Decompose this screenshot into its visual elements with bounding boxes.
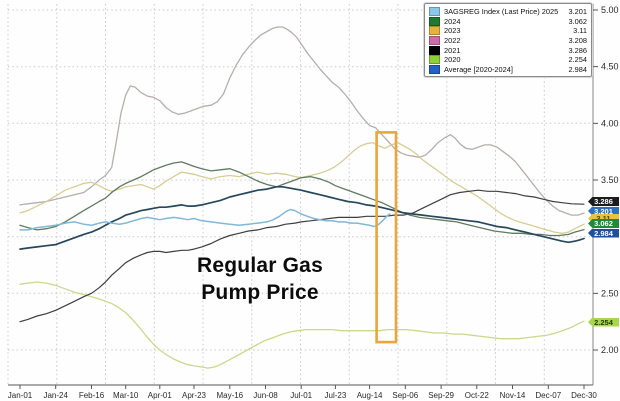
legend-row-2021[interactable]: 2021 3.286 [429, 45, 587, 55]
legend-swatch-average [429, 64, 440, 74]
legend-row-2024[interactable]: 2024 3.062 [429, 16, 588, 27]
y-tick-label: 5.00 [601, 5, 619, 15]
legend-value-2024: 3.062 [568, 16, 588, 26]
chart-annotation: Regular Gas Pump Price [160, 252, 360, 306]
legend: 3AGSREG Index (Last Price) 2025 3.201 2024… [424, 3, 592, 78]
legend-row-average[interactable]: Average [2020-2024] 2.984 [429, 64, 588, 75]
last-value-badge-3.201: 3.201 [588, 206, 619, 216]
legend-label-2022: 2022 [444, 36, 461, 46]
legend-value-2025: 3.201 [568, 7, 588, 17]
x-tick-label: Jun-08 [253, 391, 278, 400]
x-tick-label: Sep-06 [392, 391, 418, 400]
last-value-badge-3.286: 3.286 [588, 197, 619, 206]
x-tick-label: Mar-10 [113, 391, 139, 400]
series-line-2023 [19, 141, 585, 234]
series-line-2025 [19, 208, 391, 231]
legend-swatch-2025 [429, 7, 440, 17]
highlight-box [375, 131, 398, 344]
legend-row-2023[interactable]: 2023 3.11 [429, 26, 587, 36]
x-tick-label: Dec-30 [571, 391, 597, 400]
legend-value-2022: 3.208 [568, 36, 588, 46]
x-tick-label: Jul-01 [290, 391, 312, 400]
x-tick-label: Jan-01 [8, 391, 33, 400]
legend-swatch-2023 [429, 26, 440, 36]
x-tick-label: Apr-01 [148, 391, 173, 400]
legend-value-2023: 3.11 [573, 26, 587, 36]
legend-label-2025: 3AGSREG Index (Last Price) 2025 [444, 7, 559, 17]
x-tick-label: Feb-16 [79, 391, 105, 400]
legend-swatch-2021 [429, 45, 440, 55]
y-tick-label: 2.00 [601, 345, 619, 355]
annotation-line-2: Pump Price [201, 281, 319, 304]
last-value-badge-3.062: 3.062 [588, 219, 619, 228]
x-tick-label: Dec-07 [535, 391, 561, 400]
x-tick-label: Aug-14 [357, 391, 383, 400]
legend-label-2021: 2021 [444, 45, 461, 55]
last-value-badge-2.254: 2.254 [588, 317, 619, 327]
x-tick-label: Jan-24 [43, 391, 68, 400]
legend-value-2020: 2.254 [568, 55, 588, 65]
x-tick-label: Oct-22 [465, 391, 490, 400]
y-tick-label: 4.00 [601, 118, 619, 128]
series-line-average [19, 185, 585, 250]
legend-value-2021: 3.286 [568, 45, 588, 55]
legend-value-average: 2.984 [568, 64, 588, 74]
series-line-2024 [19, 161, 585, 237]
x-tick-label: May-16 [216, 391, 243, 400]
x-tick-label: Sep-29 [428, 391, 454, 400]
series-line-2022 [19, 26, 585, 216]
legend-label-average: Average [2020-2024] [444, 64, 513, 74]
legend-swatch-2022 [429, 36, 440, 46]
x-tick-label: Nov-14 [500, 391, 526, 400]
series-line-2021 [19, 189, 585, 323]
x-tick-label: Apr-23 [182, 391, 207, 400]
legend-swatch-2024 [429, 16, 440, 26]
legend-label-2020: 2020 [444, 55, 461, 65]
legend-row-2022[interactable]: 2022 3.208 [429, 36, 587, 46]
last-value-badge-2.984: 2.984 [588, 228, 619, 238]
legend-row-2020[interactable]: 2020 2.254 [429, 55, 587, 65]
legend-label-2023: 2023 [444, 26, 461, 36]
series-line-2020 [19, 281, 585, 369]
x-tick-label: Jul-23 [325, 391, 347, 400]
legend-row-2025[interactable]: 3AGSREG Index (Last Price) 2025 3.201 [429, 7, 587, 17]
legend-swatch-2020 [429, 55, 440, 65]
y-tick-label: 4.50 [601, 62, 619, 72]
legend-label-2024: 2024 [444, 16, 461, 26]
y-tick-label: 3.50 [601, 175, 619, 185]
y-tick-label: 2.50 [601, 288, 619, 298]
last-value-badge-3.11: 3.11 [588, 214, 619, 223]
annotation-line-1: Regular Gas [197, 254, 323, 277]
